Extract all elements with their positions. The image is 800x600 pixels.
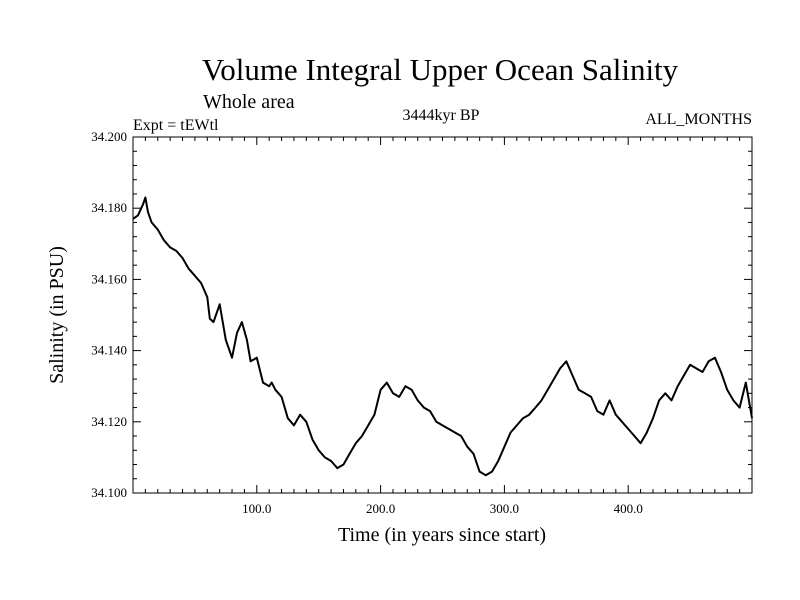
y-tick-label: 34.160 [91, 271, 127, 286]
y-tick-label: 34.120 [91, 414, 127, 429]
x-tick-label: 100.0 [242, 501, 271, 516]
months-label: ALL_MONTHS [645, 111, 752, 128]
y-axis-label: Salinity (in PSU) [46, 246, 68, 384]
plot-frame [132, 136, 753, 494]
chart-title: Volume Integral Upper Ocean Salinity [202, 52, 679, 87]
axis-ticks [133, 137, 752, 493]
y-tick-label: 34.100 [91, 485, 127, 500]
period-label: 3444kyr BP [403, 107, 480, 124]
y-tick-label: 34.200 [91, 129, 127, 144]
experiment-label: Expt = tEWtl [133, 117, 219, 134]
y-tick-label: 34.180 [91, 200, 127, 215]
tick-labels: 100.0 200.0 300.0 400.0 34.100 34.120 34.140 34… [91, 129, 643, 516]
x-axis-label: Time (in years since start) [338, 524, 546, 546]
x-tick-label: 300.0 [490, 501, 519, 516]
x-tick-label: 400.0 [614, 501, 643, 516]
salinity-series-line [132, 196, 753, 477]
x-tick-label: 200.0 [366, 501, 395, 516]
chart-subtitle: Whole area [203, 91, 295, 113]
y-tick-label: 34.140 [91, 343, 127, 358]
